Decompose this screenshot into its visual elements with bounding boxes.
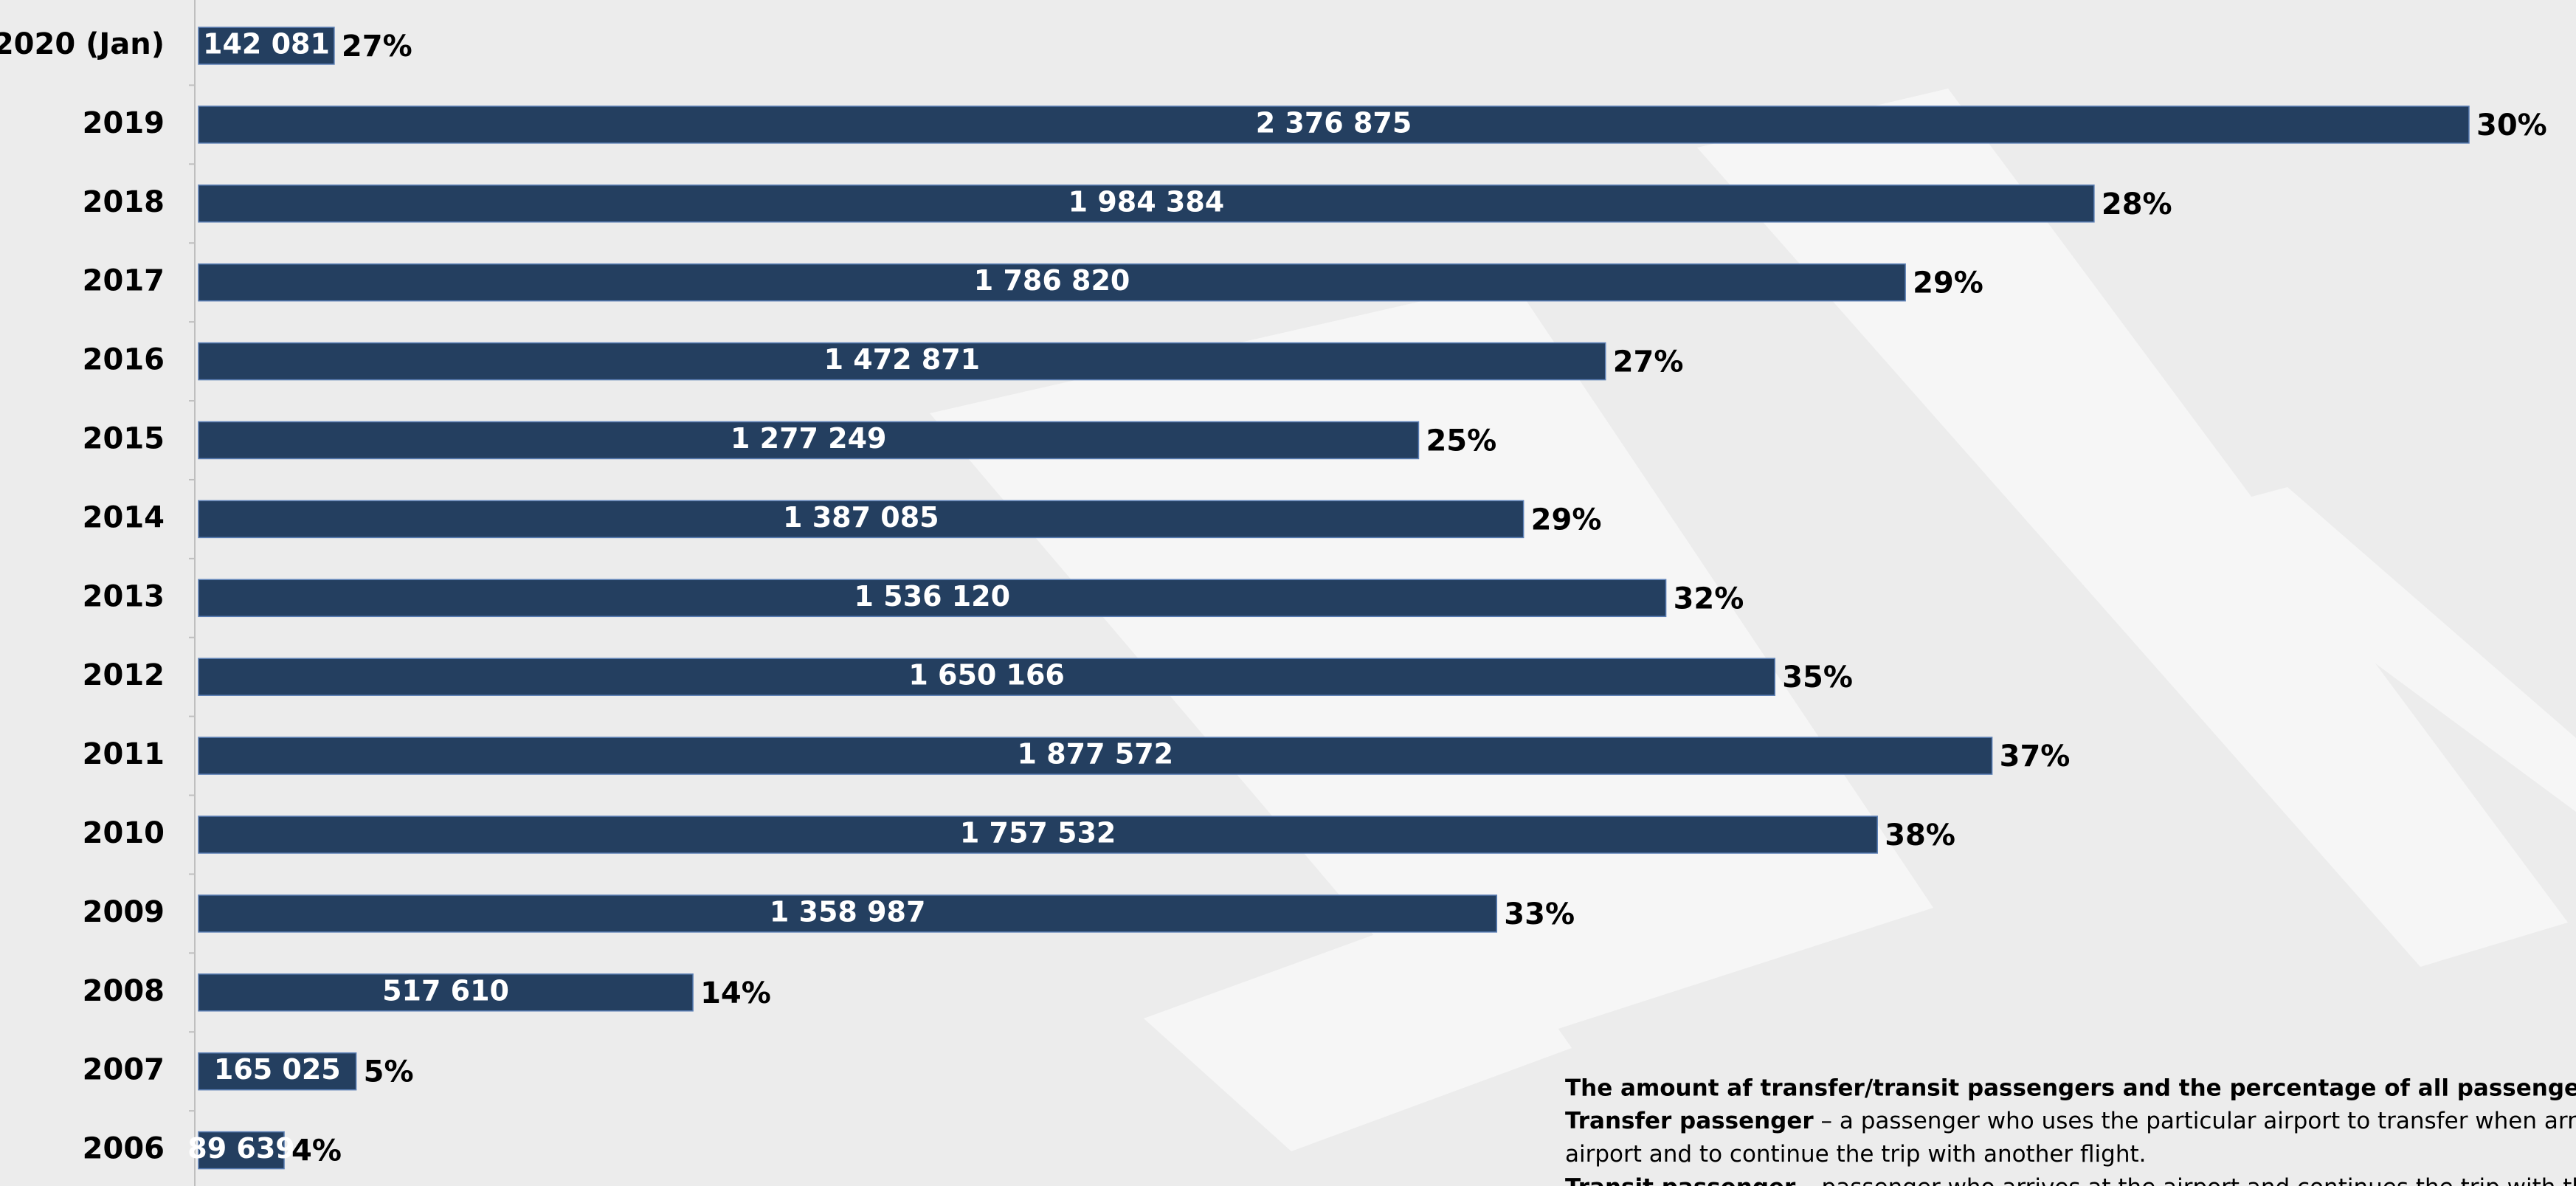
y-tick-label: 2010 [83,816,165,850]
value-label: 1 536 120 [854,580,1011,613]
note-line: Transit passenger – passenger who arrive… [1565,1174,2576,1186]
value-label: 1 472 871 [824,343,981,376]
bar [198,973,694,1012]
note-term: Transfer passenger [1565,1108,1814,1134]
percent-label: 5% [364,1055,414,1089]
percent-label: 32% [1674,582,1744,616]
percent-label: 4% [291,1134,342,1168]
value-label: 165 025 [214,1053,341,1086]
percent-label: 38% [1885,818,1955,852]
bar [198,342,1606,381]
note-text: – passenger who arrives at the airport a… [1795,1174,2576,1186]
rows: 2020 (Jan) 142 081 27% 2019 2 376 875 30% 2018… [0,27,2547,1170]
y-tick-label: 2007 [83,1053,165,1087]
y-tick-label: 2012 [83,658,165,692]
y-tick-label: 2015 [83,422,165,456]
y-tick-label: 2018 [83,185,165,219]
note-line: airport and to continue the trip with an… [1565,1141,2147,1168]
percent-label: 14% [700,976,771,1010]
value-label: 89 639 [187,1132,294,1165]
value-label: 1 277 249 [731,422,887,455]
value-label: 1 786 820 [974,264,1130,297]
percent-label: 27% [1613,345,1684,379]
bar [198,421,1420,460]
percent-label: 25% [1426,424,1496,458]
bar [198,579,1667,618]
y-tick-label: 2016 [83,343,165,377]
value-label: 142 081 [203,28,330,61]
percent-label: 33% [1504,897,1575,931]
bar [198,737,1993,775]
y-tick-label: 2009 [83,895,165,929]
percent-label: 29% [1913,266,1983,300]
note-title: The amount af transfer/transit passenger… [1565,1075,2576,1102]
percent-label: 27% [342,30,412,63]
value-label: 1 650 166 [908,659,1065,692]
bar [198,1131,285,1170]
bar [198,1052,357,1091]
percent-label: 37% [2000,739,2071,773]
note-text: airport and to continue the trip with an… [1565,1141,2147,1168]
y-tick-label: 2019 [83,106,165,140]
y-tick-label: 2008 [83,974,165,1008]
bar [198,27,335,65]
y-tick-label: 2013 [83,579,165,613]
bar [198,894,1498,933]
y-tick-label: 2006 [83,1132,165,1166]
value-label: 1 358 987 [770,895,926,928]
y-tick-label: 2017 [83,264,165,298]
value-label: 1 387 085 [783,501,939,534]
bar [198,263,1906,302]
y-tick-label: 2014 [83,500,165,534]
value-label: 1 877 572 [1018,738,1174,770]
y-tick-label: 2011 [83,737,165,771]
y-tick-label: 2020 (Jan) [0,27,165,61]
bar [198,185,2095,223]
percent-label: 35% [1782,661,1853,694]
bar [198,816,1878,854]
value-label: 1 757 532 [960,817,1116,849]
percent-label: 30% [2476,108,2547,142]
value-label: 1 984 384 [1068,185,1225,218]
value-label: 517 610 [382,974,509,1007]
note-lines: Transfer passenger – a passenger who use… [1565,1108,2576,1186]
bar [198,658,1775,696]
bar [198,106,2470,144]
percent-label: 28% [2102,187,2172,221]
note-term: Transit passenger [1565,1174,1796,1186]
note-text: – a passenger who uses the particular ai… [1814,1108,2576,1134]
percent-label: 29% [1531,503,1602,537]
bar [198,500,1524,539]
note-line: Transfer passenger – a passenger who use… [1565,1108,2576,1134]
value-label: 2 376 875 [1256,106,1412,139]
